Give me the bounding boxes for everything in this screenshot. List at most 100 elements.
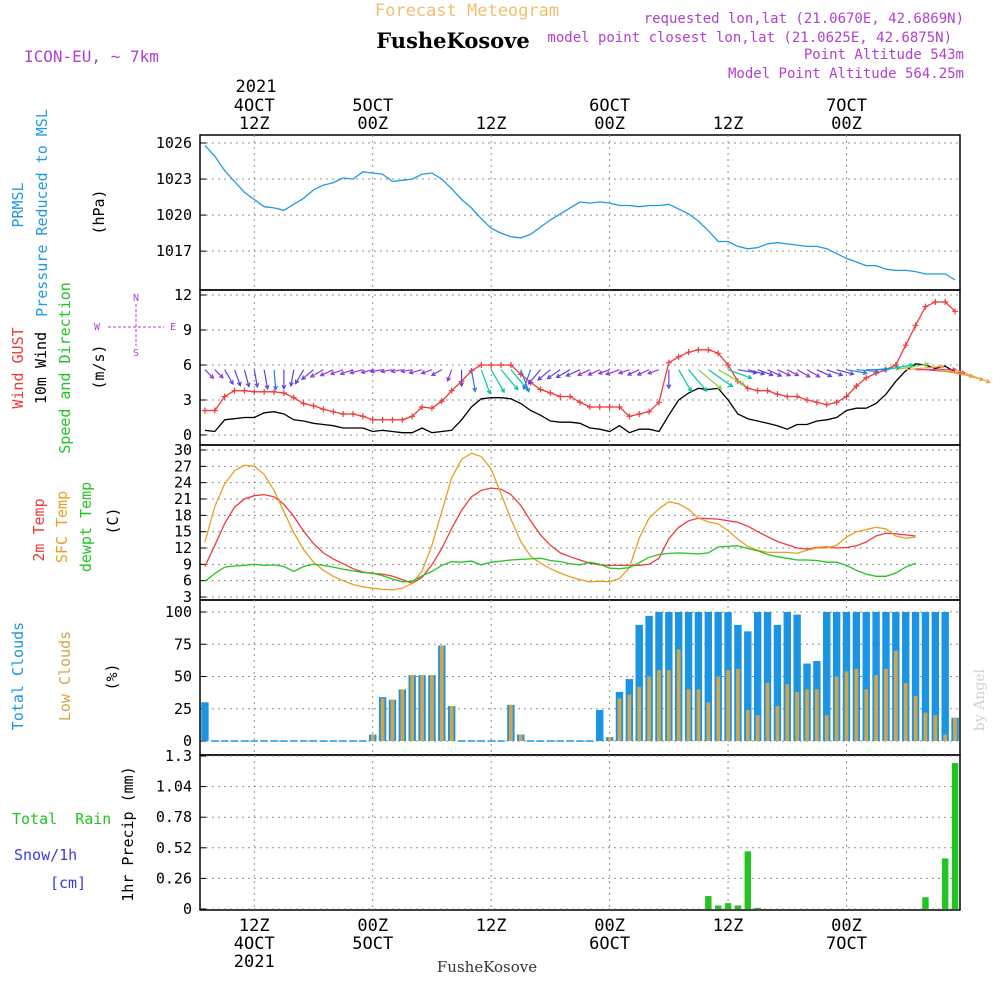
gust-marker [843,393,850,400]
wind-arrow [480,369,491,394]
low-cloud-bar [903,682,908,741]
wind-arrow [688,369,708,392]
wind-arrow [500,369,519,390]
wind-arrow [816,369,832,377]
wind-arrow [637,369,650,376]
gust-marker [616,404,623,410]
total-cloud-bar [635,624,643,741]
series-line-prmsl [204,144,956,281]
gust-marker [586,404,593,410]
panel-4: 0 0.26 0.52 0.78 1.04 1.3 [156,747,961,918]
wind-arrow-head [617,370,624,375]
gust-marker [359,413,366,420]
low-cloud-bar [430,675,434,741]
wind-arrow [224,369,234,385]
wind-arrow-head [587,371,593,376]
total-cloud-bar [862,612,870,741]
wind-arrow [490,369,505,393]
gust-marker [409,413,416,420]
gust-marker [478,362,485,368]
temp2m-label: 2m Temp [30,498,48,561]
wind-arrow-head [576,371,583,377]
prmsl-label: PRMSL [9,182,27,227]
y-tick-label: 3 [183,391,192,409]
y-tick-label: 0.26 [156,869,192,887]
wind-arrow [698,369,722,390]
wind-arrow [537,369,551,381]
gust-marker [320,406,327,413]
gust-marker [636,411,643,417]
y-tick-label: 24 [174,474,192,492]
top-hour-label: 00Z [594,114,625,134]
gust-marker [912,322,919,329]
bottom-hour-label: 00Z [357,916,388,936]
total-cloud-bar [793,614,801,741]
gust-marker [744,385,751,392]
wind-arrow [370,369,383,373]
wind-arrow [290,369,295,387]
wind-arrow [391,369,403,373]
wind-arrow-head [546,374,552,380]
wind-arrow-head [537,376,543,381]
wind-arrow [214,369,224,379]
wind-arrow-head [794,371,800,377]
compass-e: E [170,322,176,333]
y-tick-label: 3 [183,588,192,606]
wind-arrow [618,369,630,374]
wind-arrow-head [555,373,561,379]
wind-arrow [381,369,393,373]
wind-arrow-head [702,387,708,393]
y-tick-label: 0 [183,900,192,918]
wind-arrow-head [740,380,746,386]
wind-arrow [806,369,820,378]
gust-marker [369,416,376,423]
total-cloud-bar [941,612,949,741]
wind-arrow [598,369,610,375]
low-clouds-label: Low Clouds [56,631,74,721]
wind-arrow-head [420,370,426,375]
model-label: ICON-EU, ~ 7km [24,47,159,66]
panel-frame [199,134,961,291]
gust-marker [646,408,653,415]
wind-arrow [856,369,878,373]
bottom-date-label: 5OCT [352,934,393,954]
wind-arrow-head [985,378,992,384]
wind-arrow-head [747,374,753,380]
rain-bar [734,905,742,909]
wind-arrow-head [301,375,307,381]
y-tick-label: 1.04 [156,778,192,796]
low-cloud-bar [420,675,424,741]
gust-label: Wind GUST [9,327,27,408]
wind-arrow [447,369,453,382]
gust-marker [932,299,939,305]
wind-arrow-head [408,369,414,375]
wind-arrow-head [400,368,406,374]
series-line-2m-temp [204,487,916,585]
total-clouds-label: Total Clouds [9,622,27,730]
rain-bar [922,897,929,909]
gust-marker [764,387,771,394]
wind-arrow [263,369,269,389]
wind-arrow [777,369,791,377]
low-cloud-bar [370,734,375,741]
wind-arrow-head [760,370,766,376]
wind-arrow-head [827,372,833,378]
low-cloud-bar [864,689,869,741]
low-cloud-bar [824,715,829,741]
gust-marker [942,299,949,305]
wind-arrow-head [849,371,855,376]
forecast-title: Forecast Meteogram [375,1,559,21]
low-cloud-bar [884,668,888,741]
wind-arrow [647,369,660,375]
gust-marker [310,402,317,409]
y-tick-label: 9 [183,321,192,339]
gust-marker [853,383,860,389]
gust-marker [280,390,287,396]
wind-arrow-head [862,370,868,376]
wind-labels: Wind GUST 10m Wind Speed and Direction (… [9,282,176,454]
wind-arrow [757,369,773,376]
top-hour-label: 12Z [713,114,744,134]
wind-arrow-head [369,368,375,374]
